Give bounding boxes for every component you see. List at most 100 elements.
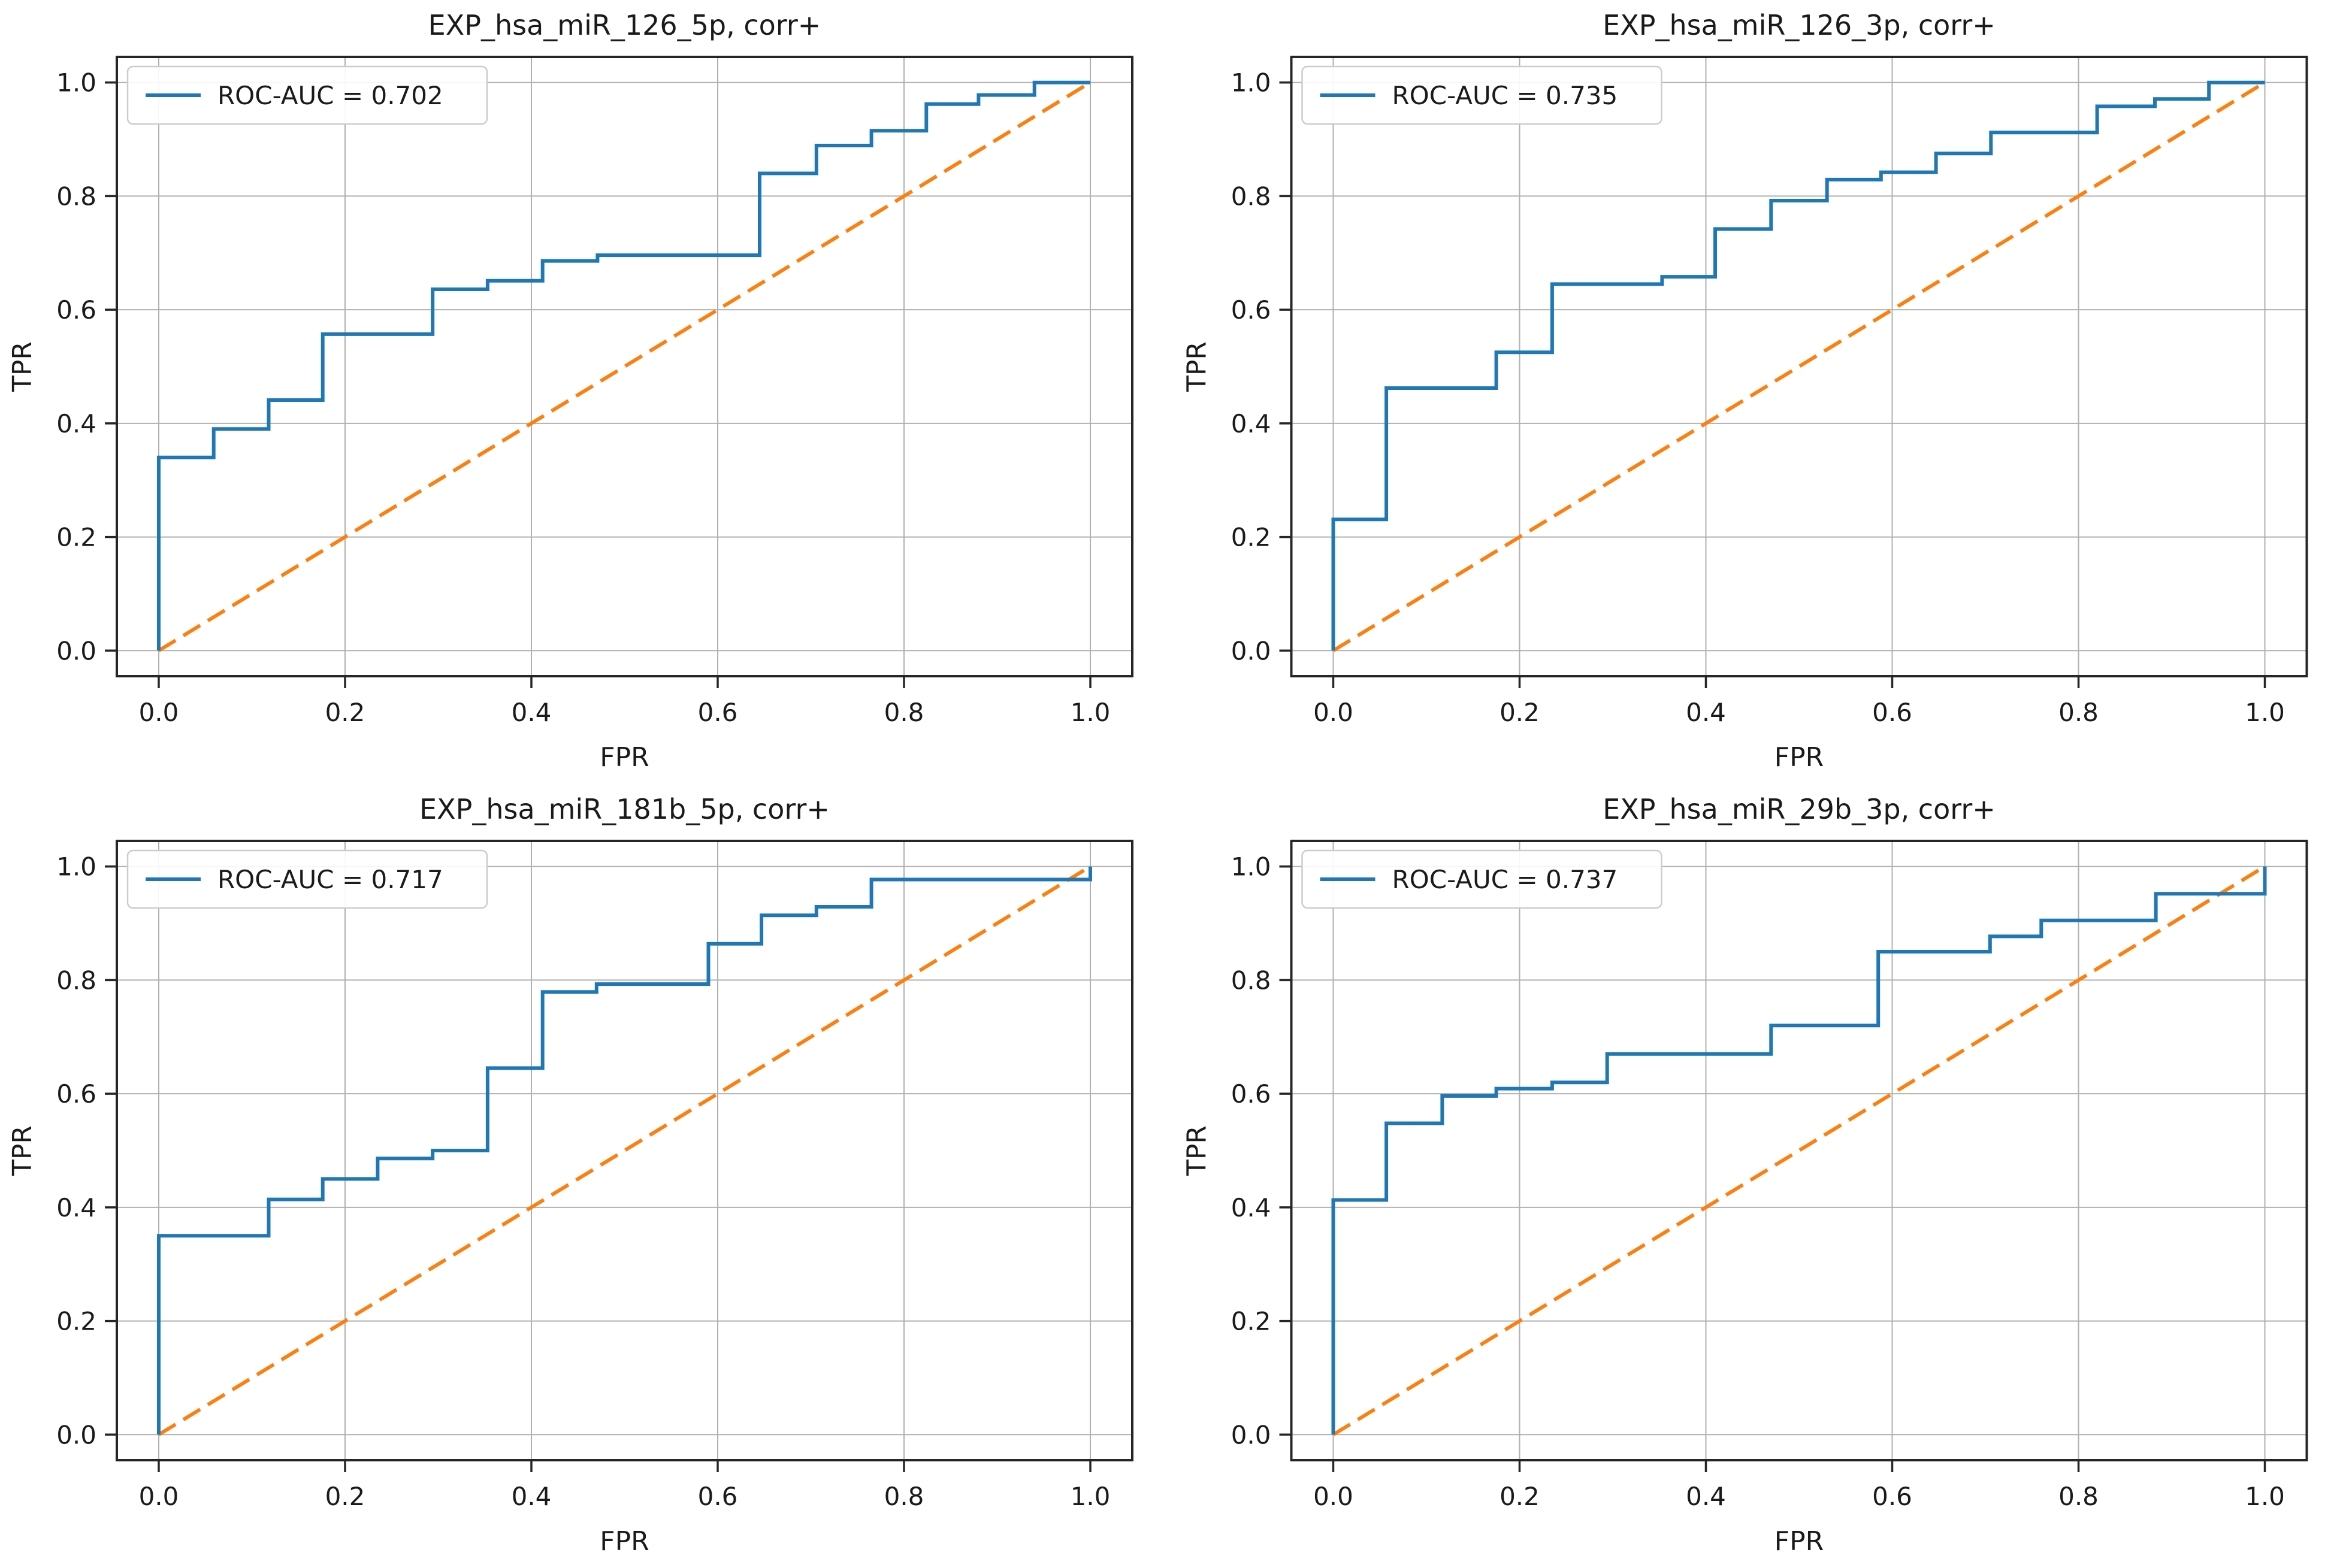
x-tick-label: 0.4 [512,1482,552,1511]
plot-title: EXP_hsa_miR_126_3p, corr+ [1603,9,1996,41]
x-axis-label: FPR [1774,742,1824,773]
x-tick-label: 1.0 [2245,698,2285,727]
y-tick-label: 0.2 [56,523,96,552]
y-tick-label: 0.6 [56,295,96,325]
y-tick-label: 0.8 [56,965,96,995]
chance-diagonal-line [158,865,1092,1436]
y-tick-label: 0.6 [1231,1079,1271,1109]
grid-lines [117,57,1132,676]
axes-spines [1290,56,2308,677]
y-tick-label: 0.8 [1231,965,1271,995]
x-tick-label: 0.6 [698,698,738,727]
roc-chart-svg: 0.0 0.2 0.4 0.6 0.8 1.0 0.0 0.2 0.4 0.6 0.8 1.0 EXP_… [0,784,1174,1568]
x-tick-label: 1.0 [1071,698,1111,727]
x-tick-label: 0.2 [325,1482,365,1511]
roc-curve [1331,866,2267,1435]
tick-marks [105,81,1092,688]
chance-diagonal-line [158,81,1092,652]
x-tick-label: 0.0 [1313,698,1353,727]
x-tick-label: 0.4 [1686,698,1726,727]
y-tick-label: 0.4 [56,1193,96,1222]
grid-lines [1291,841,2307,1460]
x-axis-label: FPR [600,742,649,773]
x-tick-label: 0.8 [884,698,924,727]
y-tick-label: 0.0 [1231,1420,1271,1449]
roc-chart-svg: 0.0 0.2 0.4 0.6 0.8 1.0 0.0 0.2 0.4 0.6 0.8 1.0 EXP_… [1174,0,2349,784]
roc-chart-svg: 0.0 0.2 0.4 0.6 0.8 1.0 0.0 0.2 0.4 0.6 0.8 1.0 EXP_… [1174,784,2349,1568]
legend: ROC-AUC = 0.737 [1301,849,1662,909]
x-tick-label: 0.6 [698,1482,738,1511]
plot-background [0,0,1174,784]
roc-curve [157,80,1090,651]
legend-label: ROC-AUC = 0.717 [217,865,443,894]
y-axis-label: TPR [7,341,38,392]
legend-box [1301,849,1662,909]
x-tick-label: 0.4 [512,698,552,727]
x-tick-label: 0.8 [2058,698,2099,727]
x-axis-label: FPR [1774,1526,1824,1557]
tick-marks [105,865,1092,1472]
y-tick-label: 0.4 [1231,1193,1271,1222]
plot-title: EXP_hsa_miR_181b_5p, corr+ [419,793,830,825]
y-axis-label: TPR [1182,1125,1213,1176]
y-tick-label: 1.0 [56,852,96,882]
axes-spines [116,56,1133,677]
legend-label: ROC-AUC = 0.702 [217,81,443,110]
tick-marks [1279,865,2266,1472]
roc-chart-svg: 0.0 0.2 0.4 0.6 0.8 1.0 0.0 0.2 0.4 0.6 0.8 1.0 EXP_… [0,0,1174,784]
x-tick-label: 0.2 [325,698,365,727]
roc-subplot-exp-hsa-mir-29b-3p: 0.0 0.2 0.4 0.6 0.8 1.0 0.0 0.2 0.4 0.6 0.8 1.0 EXP_… [1174,784,2349,1568]
legend-label: ROC-AUC = 0.737 [1392,865,1618,894]
y-tick-label: 0.0 [56,636,96,665]
roc-subplot-exp-hsa-mir-181b-5p: 0.0 0.2 0.4 0.6 0.8 1.0 0.0 0.2 0.4 0.6 0.8 1.0 EXP_… [0,784,1174,1568]
legend: ROC-AUC = 0.717 [126,849,488,909]
y-tick-label: 0.0 [1231,636,1271,665]
roc-curve [157,866,1092,1435]
y-tick-label: 0.4 [1231,409,1271,438]
roc-subplot-exp-hsa-mir-126-3p: 0.0 0.2 0.4 0.6 0.8 1.0 0.0 0.2 0.4 0.6 0.8 1.0 EXP_… [1174,0,2349,784]
legend-box [126,849,488,909]
x-tick-label: 0.0 [139,698,179,727]
y-tick-label: 0.6 [56,1079,96,1109]
x-tick-label: 1.0 [2245,1482,2285,1511]
y-tick-label: 0.8 [1231,181,1271,211]
legend: ROC-AUC = 0.735 [1301,65,1662,125]
y-tick-label: 0.2 [56,1307,96,1336]
roc-subplot-exp-hsa-mir-126-5p: 0.0 0.2 0.4 0.6 0.8 1.0 0.0 0.2 0.4 0.6 0.8 1.0 EXP_… [0,0,1174,784]
x-tick-label: 0.2 [1500,1482,1540,1511]
x-tick-label: 1.0 [1071,1482,1111,1511]
x-tick-label: 0.4 [1686,1482,1726,1511]
y-tick-label: 1.0 [1231,852,1271,882]
legend-label: ROC-AUC = 0.735 [1392,81,1618,110]
y-axis-label: TPR [7,1125,38,1176]
legend-box [1301,65,1662,125]
x-tick-label: 0.6 [1872,1482,1912,1511]
y-tick-label: 0.2 [1231,523,1271,552]
x-tick-label: 0.0 [1313,1482,1353,1511]
plot-title: EXP_hsa_miR_126_5p, corr+ [428,9,821,41]
plot-background [1174,0,2349,784]
plot-title: EXP_hsa_miR_29b_3p, corr+ [1603,793,1996,825]
x-tick-label: 0.6 [1872,698,1912,727]
axes-spines [116,840,1133,1461]
plot-background [0,784,1174,1568]
legend-box [126,65,488,125]
legend: ROC-AUC = 0.702 [126,65,488,125]
chance-diagonal-line [1332,865,2266,1436]
y-tick-label: 0.4 [56,409,96,438]
chance-diagonal-line [1332,81,2266,652]
plot-background [1174,784,2349,1568]
x-tick-label: 0.0 [139,1482,179,1511]
tick-marks [1279,81,2266,688]
y-tick-label: 1.0 [56,68,96,98]
axes-spines [1290,840,2308,1461]
roc-curve [1331,80,2265,651]
x-axis-label: FPR [600,1526,649,1557]
y-tick-label: 0.8 [56,181,96,211]
y-axis-label: TPR [1182,341,1213,392]
x-tick-label: 0.2 [1500,698,1540,727]
y-tick-label: 1.0 [1231,68,1271,98]
x-tick-label: 0.8 [2058,1482,2099,1511]
y-tick-label: 0.0 [56,1420,96,1449]
